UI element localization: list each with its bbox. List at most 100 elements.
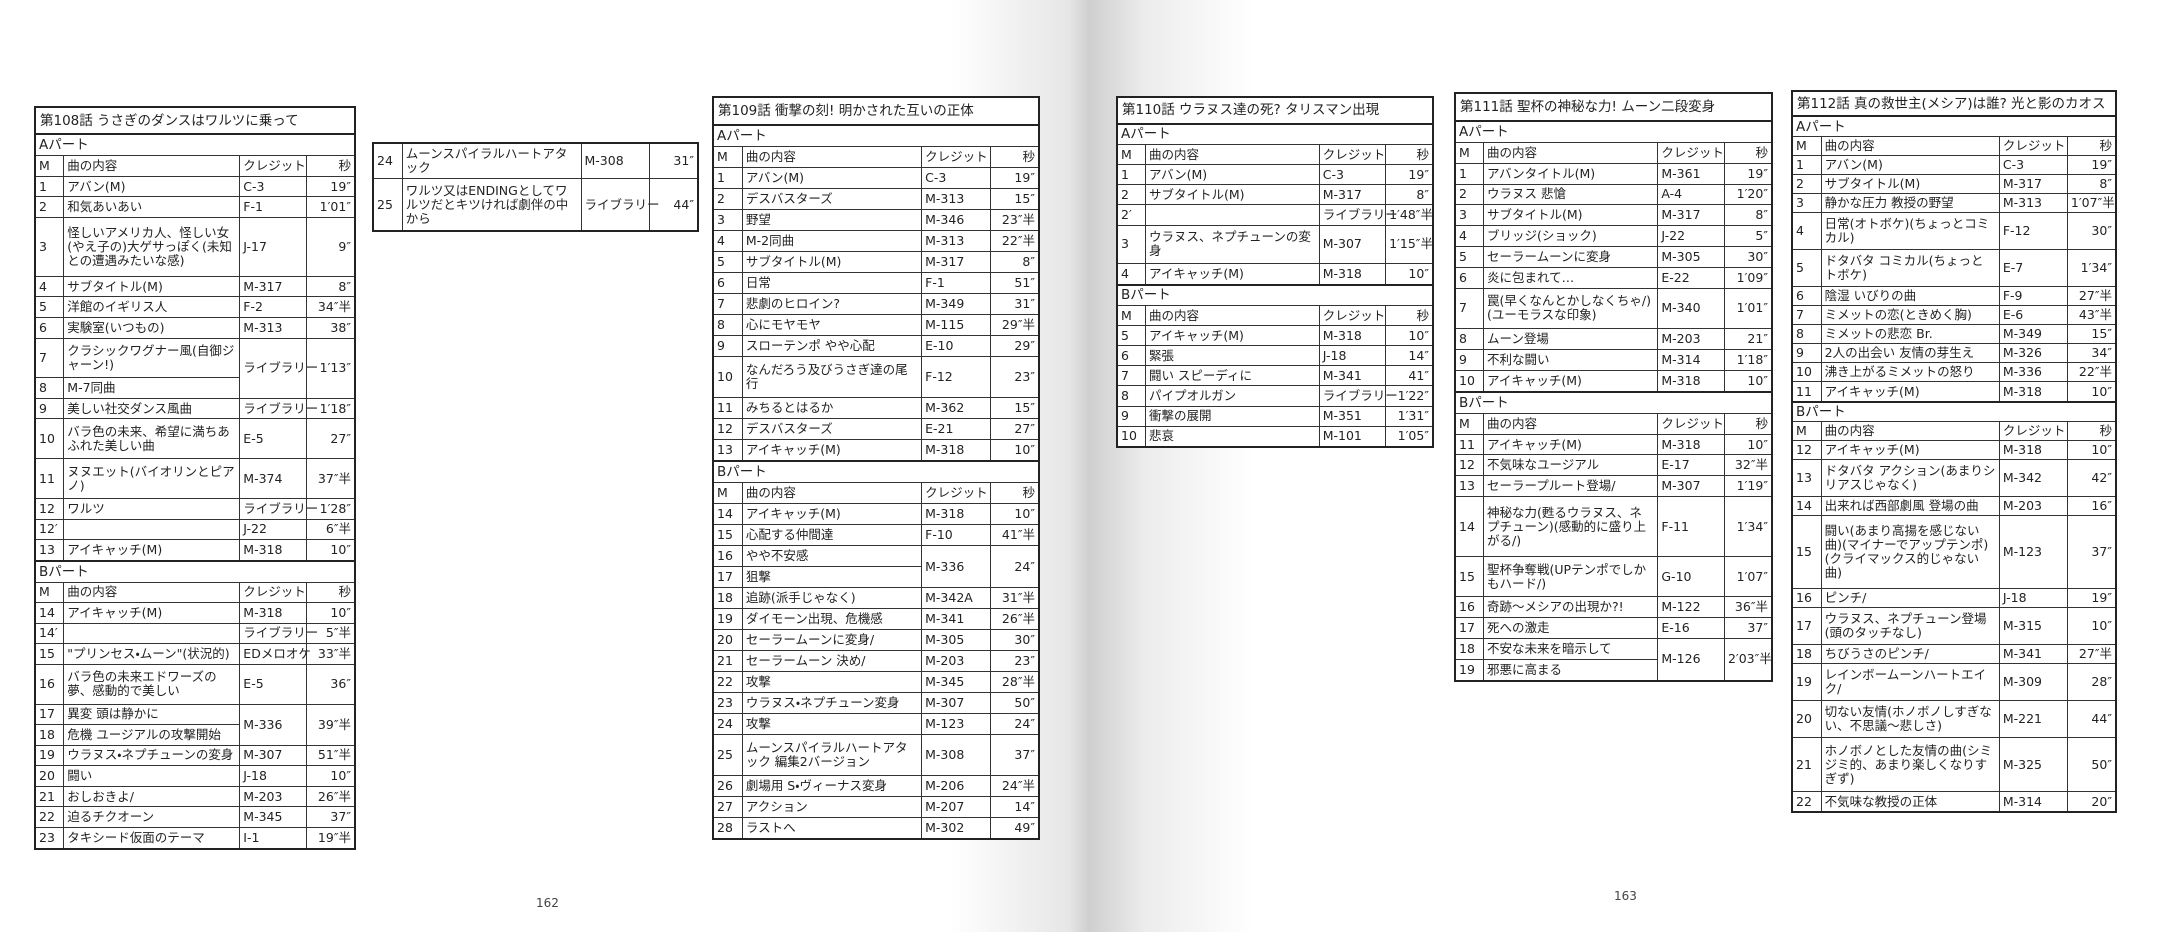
- table-cell: 不気味なユージアル: [1483, 454, 1659, 477]
- table-cell: 美しい社交ダンス風曲: [63, 397, 241, 420]
- table-cell: ミメットの悲恋 Br.: [1820, 324, 2000, 345]
- table-cell: 6: [1791, 285, 1822, 307]
- table-cell: M-318: [1657, 369, 1725, 393]
- table-cell: M-305: [1657, 246, 1725, 268]
- table-title: 第112話 真の救世主(メシア)は誰? 光と影のカオス: [1791, 90, 2117, 118]
- table-cell: 23: [712, 692, 743, 715]
- table-cell: 11: [1791, 381, 1822, 403]
- table-cell: 1′18″: [1723, 348, 1773, 371]
- table-cell: 37″: [2066, 515, 2117, 589]
- table-cell: 1: [34, 175, 65, 198]
- table-cell: 5″: [1723, 225, 1773, 248]
- table-cell: アイキャッチ(M): [1820, 381, 2000, 403]
- table-cell: E-7: [1998, 249, 2068, 287]
- table-row: 6 実験室(いつもの) M-313 38″: [34, 316, 356, 339]
- table-cell: 7: [712, 293, 743, 316]
- table-row: 27 アクション M-207 14″: [712, 795, 1040, 818]
- table-row: 19 邪悪に高まる: [1454, 658, 1772, 682]
- table-cell: 10″: [2066, 606, 2117, 645]
- table-cell: M-325: [1998, 736, 2068, 793]
- header-row: M 曲の内容 クレジット秒: [1791, 135, 2117, 156]
- table-cell: 12′: [34, 518, 65, 541]
- table-row: 25 ワルツ又はENDINGとしてワルツだとキツければ劇伴の中から ライブラリー 44…: [372, 178, 699, 232]
- table-cell: 1′01″: [1723, 287, 1773, 330]
- table-cell: 19″: [989, 167, 1040, 190]
- table-cell: 24: [372, 142, 403, 180]
- table-row: 2 サブタイトル(M) M-317 8″: [1116, 184, 1434, 206]
- table-cell: 闘い(あまり高揚を感じない曲)(マイナーでアップテンポ)(クライマックス的じゃな…: [1820, 515, 2000, 589]
- table-cell: 3: [1116, 224, 1146, 265]
- music-table: 第109話 衝撃の刻! 明かされた互いの正体 Aパート M 曲の内容 クレジット秒 1 アバ…: [712, 96, 1040, 840]
- table-row: 15 "プリンセス・ムーン"(状況的) EDメロオケ 33″半: [34, 643, 356, 665]
- table-cell: 1′13″: [306, 337, 356, 399]
- table-cell: M-317: [921, 251, 991, 274]
- table-cell: M-221: [1998, 699, 2068, 738]
- table-cell: 3: [1791, 192, 1822, 214]
- table-cell: アイキャッチ(M): [1144, 325, 1320, 347]
- section-label: Bパート: [34, 559, 356, 583]
- table-cell: 14: [1791, 496, 1822, 517]
- table-cell: 出来れば西部劇風 登場の曲: [1820, 496, 2000, 517]
- table-cell: デスバスターズ: [741, 188, 923, 211]
- table-cell: 10″: [1385, 263, 1434, 286]
- table-cell: 34″半: [306, 296, 356, 318]
- table-cell: ウラヌス、ネプチューン登場(頭のタッチなし): [1820, 606, 2000, 645]
- table-row: 16 やや不安感 M-336 24″: [712, 545, 1040, 589]
- table-cell: 15: [34, 643, 65, 665]
- table-row: 6 陰湿 いびりの曲 F-9 27″半: [1791, 285, 2117, 307]
- table-cell: 22: [712, 671, 743, 694]
- table-cell: M-203: [239, 785, 308, 808]
- column-header: M: [1791, 420, 1822, 441]
- table-row: 5 サブタイトル(M) M-317 8″: [712, 251, 1040, 274]
- table-cell: 25: [372, 178, 403, 232]
- section-label: Aパート: [1791, 115, 2117, 137]
- table-cell: 19: [34, 744, 65, 767]
- table-row: 22 不気味な教授の正体 M-314 20″: [1791, 791, 2117, 813]
- table-cell: なんだろう及びうさぎ達の尾行: [741, 356, 923, 398]
- table-cell: 28: [712, 816, 743, 840]
- table-cell: アイキャッチ(M): [63, 602, 241, 624]
- column-header: M: [1116, 144, 1146, 166]
- table-cell: F-12: [1998, 212, 2068, 251]
- column-header: 秒: [2066, 420, 2117, 441]
- table-cell: 追跡(派手じゃなく): [741, 587, 923, 610]
- table-cell: C-3: [921, 167, 991, 190]
- table-cell: M-203: [921, 650, 991, 673]
- table-cell: M-346: [921, 209, 991, 232]
- music-table: 第108話 うさぎのダンスはワルツに乗って Aパート M 曲の内容 クレジット秒 1 アバン…: [34, 106, 356, 850]
- table-cell: アクション: [741, 795, 923, 818]
- table-row: 5 ドタバタ コミカル(ちょっとトボケ) E-7 1′34″: [1791, 249, 2117, 287]
- table-row: 3 野望 M-346 23″半: [712, 209, 1040, 232]
- table-cell: J-18: [1318, 345, 1387, 367]
- page-number: 163: [1614, 889, 1637, 903]
- table-cell: 1′34″: [2066, 249, 2117, 287]
- music-table: 第112話 真の救世主(メシア)は誰? 光と影のカオス Aパート M 曲の内容 クレジッ…: [1791, 90, 2117, 813]
- section-row: Aパート: [1454, 119, 1773, 143]
- music-table: 第111話 聖杯の神秘な力! ムーン二段変身 Aパート M 曲の内容 クレジット秒 1 アバ…: [1454, 92, 1773, 682]
- table-row: 11 ヌヌエット(バイオリンとピアノ) M-374 37″半: [34, 458, 356, 499]
- table-cell: アバン(M): [741, 167, 923, 190]
- table-row: 5 セーラームーンに変身 M-305 30″: [1454, 246, 1773, 268]
- table-cell: 11: [1454, 433, 1485, 456]
- table-cell: おしおきよ/: [63, 785, 241, 808]
- table-cell: ライブラリー: [580, 178, 660, 232]
- table-row: 19 レインボームーンハートエイク/M-309 28″: [1791, 662, 2117, 701]
- table-cell: 10″: [1723, 369, 1773, 393]
- table-cell: ライブラリー: [1318, 385, 1398, 407]
- table-cell: 6: [34, 316, 65, 339]
- table-cell: 2: [34, 196, 65, 218]
- table-cell: 19″: [306, 175, 356, 198]
- table-cell: 11: [712, 396, 743, 419]
- header-row: M 曲の内容 クレジット秒: [712, 482, 1040, 505]
- table-row: 3 静かな圧力 教授の野望 M-313 1′07″半: [1791, 192, 2117, 214]
- table-cell: 34″: [2066, 343, 2117, 364]
- table-cell: 13: [1454, 475, 1485, 498]
- table-cell: 罠(早くなんとかしなくちゃ/)(ユーモラスな印象): [1483, 287, 1659, 330]
- table-cell: 8″: [989, 251, 1040, 274]
- title-row: 第112話 真の救世主(メシア)は誰? 光と影のカオス: [1791, 90, 2117, 118]
- table-cell: 1′07″: [1723, 555, 1773, 598]
- column-header: 曲の内容: [63, 581, 241, 604]
- column-header: 曲の内容: [741, 482, 923, 505]
- table-row: 4 日常(オトボケ)(ちょっとコミカル) F-12 30″: [1791, 212, 2117, 251]
- table-cell: M-309: [1998, 662, 2068, 701]
